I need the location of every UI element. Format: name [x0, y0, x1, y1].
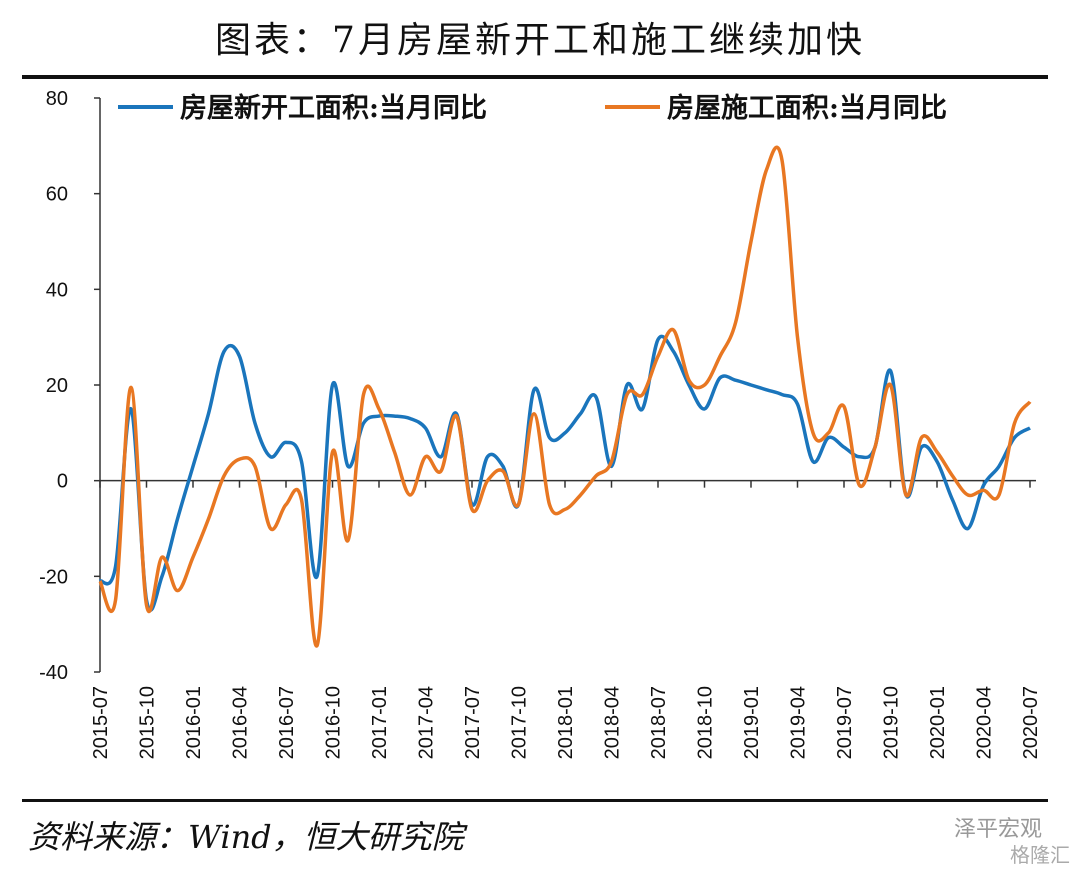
x-tick-label: 2015-07: [90, 686, 112, 759]
watermark: 泽平宏观: [954, 817, 1042, 842]
x-tick-label: 2016-07: [276, 686, 298, 759]
y-tick-label: 40: [46, 279, 68, 301]
x-tick-label: 2020-07: [1020, 686, 1042, 759]
y-tick-label: -40: [39, 662, 68, 684]
x-tick-label: 2017-10: [509, 686, 531, 759]
y-tick-label: -20: [39, 566, 68, 588]
x-tick-label: 2017-04: [416, 686, 438, 759]
x-tick-label: 2019-04: [788, 686, 810, 759]
series-line: [98, 334, 1031, 612]
x-tick-label: 2019-01: [741, 686, 763, 759]
x-tick-label: 2017-07: [462, 686, 484, 759]
bottom-rule: [22, 799, 1048, 802]
x-tick-label: 2019-07: [834, 686, 856, 759]
x-tick-label: 2020-04: [974, 686, 996, 759]
source: 资料来源：Wind，恒大研究院: [28, 818, 469, 856]
x-tick-label: 2018-04: [602, 686, 624, 759]
x-tick-label: 2018-10: [695, 686, 717, 759]
y-tick-label: 0: [57, 471, 68, 493]
x-tick-label: 2016-10: [323, 686, 345, 759]
x-tick-label: 2016-01: [183, 686, 205, 759]
y-tick-label: 20: [46, 375, 68, 397]
x-tick-label: 2017-01: [369, 686, 391, 759]
legend-label: 房屋新开工面积:当月同比: [180, 92, 487, 124]
x-tick-label: 2015-10: [137, 686, 159, 759]
y-tick-label: 80: [46, 88, 68, 110]
x-tick-label: 2018-07: [648, 686, 670, 759]
x-tick-label: 2016-04: [230, 686, 252, 759]
x-tick-label: 2020-01: [927, 686, 949, 759]
x-tick-label: 2019-10: [881, 686, 903, 759]
top-rule: [22, 75, 1048, 79]
chart-title: 图表：7月房屋新开工和施工继续加快: [215, 20, 865, 61]
x-tick-label: 2018-01: [555, 686, 577, 759]
y-tick-label: 60: [46, 184, 68, 206]
watermark: 格隆汇: [1010, 843, 1070, 867]
series-line: [98, 145, 1032, 648]
legend-label: 房屋施工面积:当月同比: [667, 93, 947, 124]
